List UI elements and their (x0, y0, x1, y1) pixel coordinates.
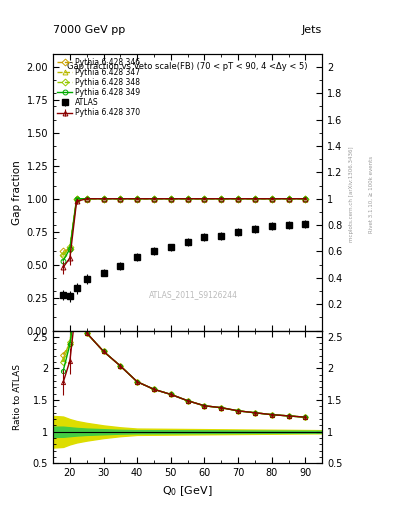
Line: Pythia 6.428 347: Pythia 6.428 347 (61, 196, 308, 257)
Line: Pythia 6.428 349: Pythia 6.428 349 (61, 196, 308, 263)
X-axis label: Q$_0$ [GeV]: Q$_0$ [GeV] (162, 484, 213, 498)
Pythia 6.428 346 (270, 196, 274, 202)
Pythia 6.428 346 (236, 196, 241, 202)
Line: Pythia 6.428 346: Pythia 6.428 346 (61, 196, 308, 254)
Text: ATLAS_2011_S9126244: ATLAS_2011_S9126244 (149, 290, 237, 299)
Pythia 6.428 346 (152, 196, 156, 202)
Pythia 6.428 349 (152, 196, 156, 202)
Pythia 6.428 348 (84, 196, 89, 202)
Pythia 6.428 349 (169, 196, 173, 202)
Pythia 6.428 348 (202, 196, 207, 202)
Pythia 6.428 349 (84, 196, 89, 202)
Pythia 6.428 349 (68, 246, 72, 252)
Pythia 6.428 348 (135, 196, 140, 202)
Pythia 6.428 346 (84, 196, 89, 202)
Pythia 6.428 349 (185, 196, 190, 202)
Pythia 6.428 349 (101, 196, 106, 202)
Pythia 6.428 348 (68, 244, 72, 250)
Pythia 6.428 348 (270, 196, 274, 202)
Pythia 6.428 346 (68, 246, 72, 252)
Y-axis label: Gap fraction: Gap fraction (12, 160, 22, 225)
Pythia 6.428 347 (253, 196, 257, 202)
Legend: Pythia 6.428 346, Pythia 6.428 347, Pythia 6.428 348, Pythia 6.428 349, ATLAS, P: Pythia 6.428 346, Pythia 6.428 347, Pyth… (55, 56, 142, 119)
Pythia 6.428 346 (303, 196, 308, 202)
Pythia 6.428 349 (135, 196, 140, 202)
Pythia 6.428 346 (135, 196, 140, 202)
Pythia 6.428 348 (61, 252, 66, 259)
Pythia 6.428 348 (169, 196, 173, 202)
Pythia 6.428 348 (236, 196, 241, 202)
Pythia 6.428 347 (101, 196, 106, 202)
Pythia 6.428 347 (303, 196, 308, 202)
Pythia 6.428 349 (236, 196, 241, 202)
Pythia 6.428 348 (303, 196, 308, 202)
Pythia 6.428 346 (202, 196, 207, 202)
Pythia 6.428 347 (135, 196, 140, 202)
Pythia 6.428 346 (74, 196, 79, 202)
Pythia 6.428 349 (219, 196, 224, 202)
Pythia 6.428 348 (152, 196, 156, 202)
Pythia 6.428 348 (286, 196, 291, 202)
Pythia 6.428 348 (74, 196, 79, 202)
Y-axis label: Ratio to ATLAS: Ratio to ATLAS (13, 364, 22, 430)
Pythia 6.428 346 (219, 196, 224, 202)
Pythia 6.428 347 (202, 196, 207, 202)
Text: Gap fraction vs Veto scale(FB) (70 < pT < 90, 4 <Δy < 5): Gap fraction vs Veto scale(FB) (70 < pT … (68, 62, 308, 71)
Pythia 6.428 347 (61, 251, 66, 257)
Pythia 6.428 349 (270, 196, 274, 202)
Pythia 6.428 346 (185, 196, 190, 202)
Pythia 6.428 349 (253, 196, 257, 202)
Text: Rivet 3.1.10, ≥ 100k events: Rivet 3.1.10, ≥ 100k events (369, 156, 374, 233)
Pythia 6.428 349 (74, 196, 79, 202)
Pythia 6.428 347 (169, 196, 173, 202)
Pythia 6.428 346 (286, 196, 291, 202)
Pythia 6.428 347 (286, 196, 291, 202)
Pythia 6.428 348 (219, 196, 224, 202)
Pythia 6.428 349 (303, 196, 308, 202)
Pythia 6.428 347 (219, 196, 224, 202)
Line: Pythia 6.428 348: Pythia 6.428 348 (61, 196, 308, 258)
Pythia 6.428 347 (270, 196, 274, 202)
Pythia 6.428 347 (74, 196, 79, 202)
Pythia 6.428 349 (202, 196, 207, 202)
Pythia 6.428 349 (118, 196, 123, 202)
Pythia 6.428 348 (118, 196, 123, 202)
Pythia 6.428 348 (101, 196, 106, 202)
Pythia 6.428 347 (68, 244, 72, 250)
Pythia 6.428 348 (253, 196, 257, 202)
Pythia 6.428 347 (236, 196, 241, 202)
Pythia 6.428 346 (118, 196, 123, 202)
Pythia 6.428 346 (101, 196, 106, 202)
Pythia 6.428 349 (286, 196, 291, 202)
Pythia 6.428 346 (61, 248, 66, 254)
Pythia 6.428 347 (185, 196, 190, 202)
Pythia 6.428 346 (253, 196, 257, 202)
Pythia 6.428 347 (84, 196, 89, 202)
Pythia 6.428 349 (61, 258, 66, 264)
Pythia 6.428 347 (118, 196, 123, 202)
Pythia 6.428 347 (152, 196, 156, 202)
Pythia 6.428 348 (185, 196, 190, 202)
Pythia 6.428 346 (169, 196, 173, 202)
Text: 7000 GeV pp: 7000 GeV pp (53, 25, 125, 35)
Text: Jets: Jets (302, 25, 322, 35)
Text: mcplots.cern.ch [arXiv:1306.3436]: mcplots.cern.ch [arXiv:1306.3436] (349, 147, 354, 242)
